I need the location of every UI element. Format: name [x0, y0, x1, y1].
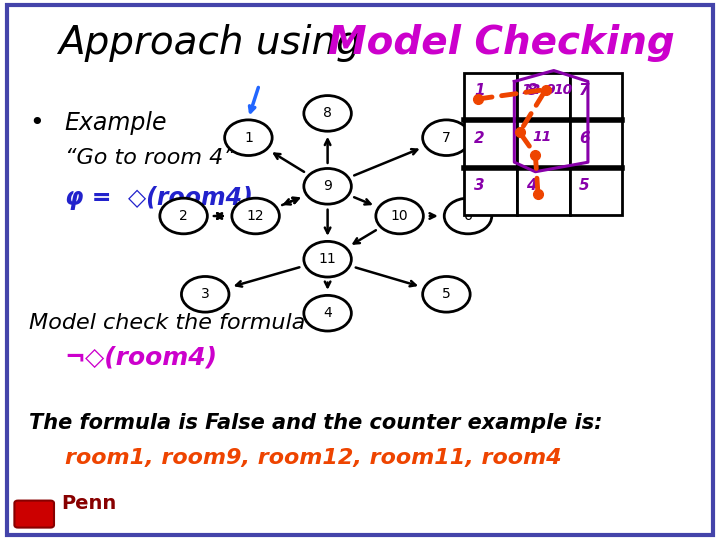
Circle shape [232, 198, 279, 234]
Text: 7: 7 [579, 83, 590, 98]
Text: 10: 10 [554, 83, 573, 97]
Text: 9: 9 [323, 179, 332, 193]
Circle shape [376, 198, 423, 234]
Bar [517, 73, 570, 120]
Bar [464, 73, 517, 120]
Text: 8: 8 [526, 83, 537, 98]
Bar [570, 73, 622, 120]
Circle shape [444, 198, 492, 234]
FancyBboxPatch shape [14, 501, 54, 528]
Text: 12: 12 [521, 83, 541, 97]
Text: The formula is False and the counter example is:: The formula is False and the counter exa… [29, 413, 603, 433]
Circle shape [181, 276, 229, 312]
Text: 10: 10 [391, 209, 408, 223]
Text: 5: 5 [442, 287, 451, 301]
Text: 2: 2 [474, 131, 485, 146]
Circle shape [423, 276, 470, 312]
Text: Penn: Penn [61, 494, 117, 513]
Text: Approach using: Approach using [58, 24, 373, 62]
Text: Model Checking: Model Checking [328, 24, 675, 62]
Text: 2: 2 [179, 209, 188, 223]
Bar [517, 168, 570, 215]
Bar [517, 120, 570, 168]
Text: Model check the formula: Model check the formula [29, 313, 305, 333]
Circle shape [160, 198, 207, 234]
Text: 6: 6 [464, 209, 472, 223]
Text: 6: 6 [579, 131, 590, 146]
Bar [464, 168, 517, 215]
Text: 7: 7 [442, 131, 451, 145]
Text: 9: 9 [546, 83, 556, 97]
Circle shape [304, 96, 351, 131]
Text: 1: 1 [244, 131, 253, 145]
Text: 4: 4 [526, 178, 537, 193]
Text: •: • [29, 111, 43, 134]
Text: 11: 11 [319, 252, 336, 266]
Circle shape [225, 120, 272, 156]
Bar [570, 120, 622, 168]
Text: 3: 3 [201, 287, 210, 301]
Text: Example: Example [65, 111, 167, 134]
Text: 8: 8 [323, 106, 332, 120]
Circle shape [423, 120, 470, 156]
Text: 4: 4 [323, 306, 332, 320]
Text: 1: 1 [474, 83, 485, 98]
Text: 5: 5 [579, 178, 590, 193]
Circle shape [304, 241, 351, 277]
Bar [570, 168, 622, 215]
Circle shape [304, 295, 351, 331]
Text: 3: 3 [474, 178, 485, 193]
Text: room1, room9, room12, room11, room4: room1, room9, room12, room11, room4 [65, 448, 562, 468]
Bar [464, 120, 517, 168]
Circle shape [304, 168, 351, 204]
Text: φ =  ◇(room4): φ = ◇(room4) [65, 186, 253, 210]
Text: ¬◇(room4): ¬◇(room4) [65, 346, 218, 369]
Text: 11: 11 [533, 130, 552, 144]
Text: 12: 12 [247, 209, 264, 223]
Text: “Go to room 4”: “Go to room 4” [65, 148, 235, 168]
